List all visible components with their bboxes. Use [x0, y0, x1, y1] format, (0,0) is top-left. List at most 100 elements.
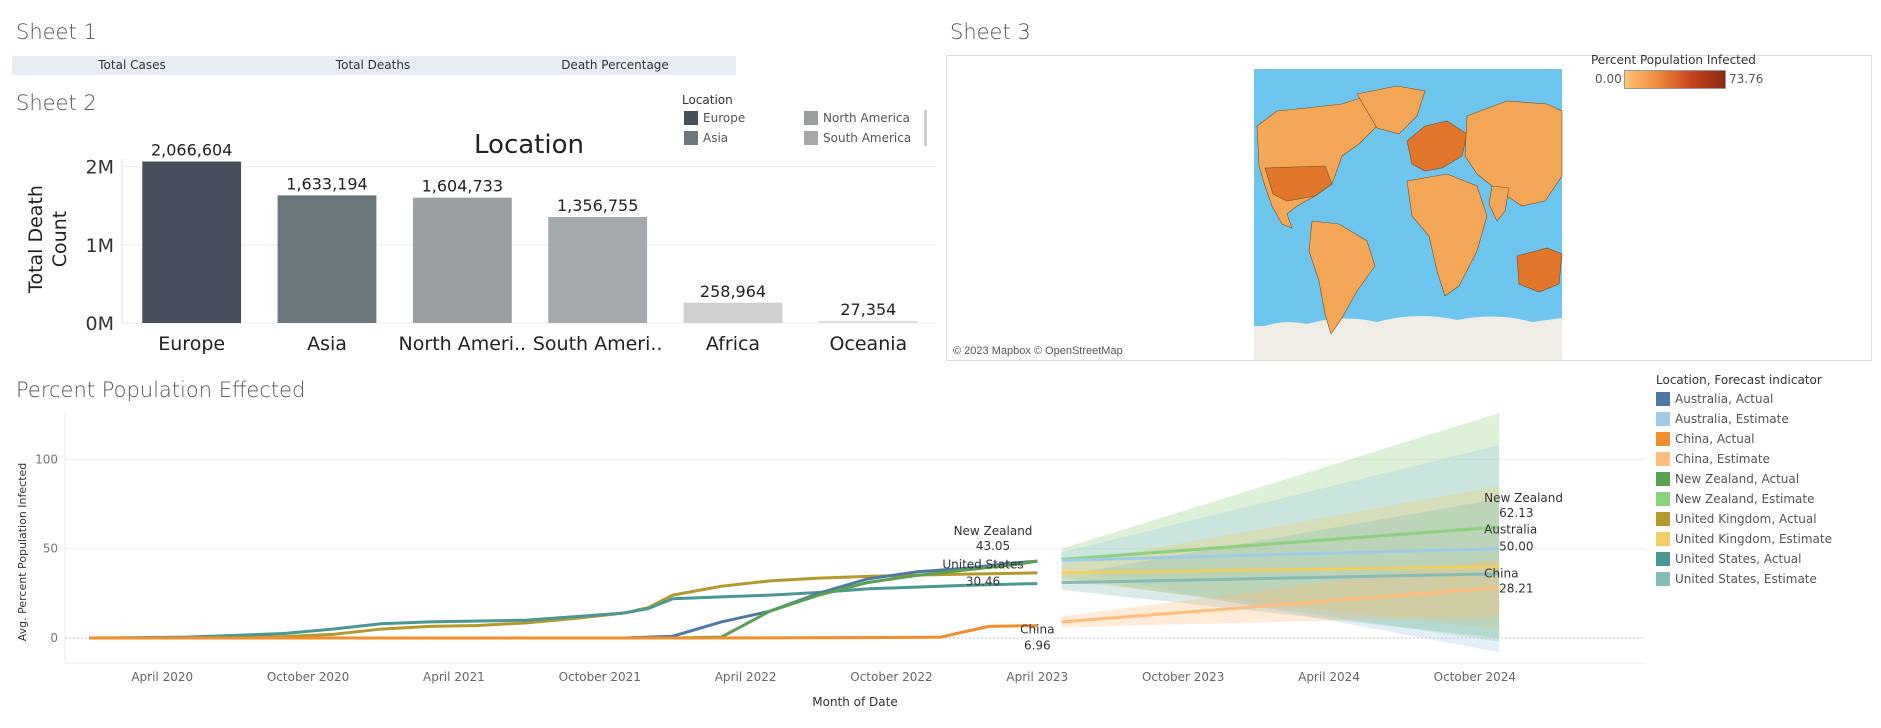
forecast-line-united-states[interactable] [1061, 572, 1500, 585]
bar-0[interactable] [142, 161, 242, 323]
line-chart-title: Percent Population Effected [16, 378, 306, 402]
total-cases-header[interactable]: Total Cases [98, 58, 166, 72]
line-x-axis-label: Month of Date [812, 695, 898, 709]
line-y-axis-label: Avg. Percent Population Infected [16, 463, 29, 642]
line-legend-item[interactable]: United Kingdom, Actual [1656, 512, 1832, 532]
line-data-label: Australia [1484, 523, 1537, 537]
bar-category-label: Europe [158, 333, 225, 355]
death-count-bar-chart: Location Total Death Count 0M 1M 2M 2,066,604 E… [25, 130, 936, 355]
line-legend-item[interactable]: New Zealand, Actual [1656, 472, 1832, 492]
line-legend-item[interactable]: Australia, Actual [1656, 392, 1832, 412]
actual-line-united-states[interactable] [89, 582, 1038, 640]
africa-land [1406, 173, 1488, 297]
map-scale-max: 73.76 [1729, 72, 1764, 86]
legend-swatch [1656, 532, 1670, 546]
line-legend-item[interactable]: China, Actual [1656, 432, 1832, 452]
bar-value-label: 258,964 [700, 282, 766, 301]
actual-line-new-zealand[interactable] [89, 559, 1038, 640]
bar-2[interactable] [412, 197, 512, 323]
line-data-label: New Zealand [954, 524, 1033, 538]
percent-population-line-chart: 0 50 100 April 2020 October 2020 April 2021 Oc… [16, 413, 1645, 709]
bar-category-label: Asia [307, 333, 347, 355]
line-legend-title: Location, Forecast indicator [1656, 373, 1822, 387]
line-x-tick-label: October 2023 [1142, 670, 1224, 684]
line-data-label: China [1020, 623, 1054, 637]
line-x-tick-label: October 2020 [267, 670, 349, 684]
total-deaths-header[interactable]: Total Deaths [335, 58, 411, 72]
line-legend: Location, Forecast indicator Australia, … [1656, 373, 1832, 592]
forecast-band-australia [1061, 445, 1500, 653]
legend-item-south-america[interactable]: South America [804, 131, 911, 145]
line-y-tick-label: 0 [50, 631, 58, 645]
map-color-scale [1624, 70, 1726, 89]
line-legend-item[interactable]: United States, Estimate [1656, 572, 1832, 592]
land-masses [1256, 85, 1563, 335]
legend-swatch [804, 131, 818, 145]
sheet2-legend-title: Location [682, 93, 733, 107]
legend-label: United States, Estimate [1675, 572, 1817, 586]
line-data-label: United States [942, 558, 1023, 572]
asia-land [1464, 100, 1563, 207]
legend-swatch [1656, 452, 1670, 466]
legend-swatch [1656, 472, 1670, 486]
legend-label: New Zealand, Estimate [1675, 492, 1815, 506]
bar-y-tick-label: 1M [86, 235, 114, 257]
line-legend-item[interactable]: United States, Actual [1656, 552, 1832, 572]
legend-label: Australia, Actual [1675, 392, 1774, 406]
line-x-tick-label: October 2021 [559, 670, 641, 684]
bar-5[interactable] [818, 320, 918, 323]
actual-line-united-kingdom[interactable] [89, 571, 1038, 640]
forecast-line-new-zealand[interactable] [1061, 525, 1500, 561]
australia-land [1516, 247, 1563, 293]
legend-item-europe[interactable]: Europe [684, 111, 745, 125]
line-legend-item[interactable]: New Zealand, Estimate [1656, 492, 1832, 512]
line-data-label: New Zealand [1484, 491, 1563, 505]
legend-label: North America [823, 111, 910, 125]
legend-label: Asia [703, 131, 729, 145]
legend-swatch [1656, 432, 1670, 446]
legend-swatch [1656, 572, 1670, 586]
bar-3[interactable] [548, 216, 648, 323]
legend-label: United Kingdom, Estimate [1675, 532, 1832, 546]
line-x-tick-label: April 2022 [715, 670, 777, 684]
legend-swatch [1656, 492, 1670, 506]
sheet3-title: Sheet 3 [950, 20, 1031, 44]
line-legend-item[interactable]: Australia, Estimate [1656, 412, 1832, 432]
forecast-line-united-kingdom[interactable] [1061, 565, 1500, 575]
bar-y-tick-label: 2M [86, 157, 114, 179]
actual-line-australia[interactable] [89, 559, 1038, 640]
line-legend-item[interactable]: China, Estimate [1656, 452, 1832, 472]
line-x-tick-label: April 2021 [423, 670, 485, 684]
legend-label: Europe [703, 111, 746, 125]
legend-label: Australia, Estimate [1675, 412, 1789, 426]
bar-category-label: South Ameri.. [533, 333, 663, 355]
bar-4[interactable] [683, 302, 783, 323]
bar-1[interactable] [277, 195, 377, 323]
legend-label: United States, Actual [1675, 552, 1802, 566]
line-data-value: 50.00 [1499, 540, 1533, 554]
legend-swatch [804, 111, 818, 125]
forecast-line-china[interactable] [1061, 586, 1500, 624]
legend-swatch [1656, 552, 1670, 566]
legend-item-north-america[interactable]: North America [804, 111, 910, 125]
line-data-value: 6.96 [1024, 639, 1051, 653]
bar-value-label: 1,604,733 [422, 177, 503, 196]
bar-category-label: Africa [706, 333, 760, 355]
legend-swatch [1656, 412, 1670, 426]
line-x-tick-label: April 2020 [131, 670, 193, 684]
bar-value-label: 1,633,194 [286, 174, 367, 193]
line-x-tick-label: April 2024 [1298, 670, 1360, 684]
legend-item-asia[interactable]: Asia [684, 131, 728, 145]
line-x-tick-label: October 2022 [850, 670, 932, 684]
europe-land [1406, 120, 1468, 172]
world-map[interactable] [947, 56, 1871, 360]
bar-y-axis-label: Count [49, 211, 71, 267]
death-percentage-header[interactable]: Death Percentage [561, 58, 669, 72]
line-legend-item[interactable]: United Kingdom, Estimate [1656, 532, 1832, 552]
line-x-tick-label: October 2024 [1434, 670, 1516, 684]
legend-label: China, Estimate [1675, 452, 1770, 466]
forecast-line-australia[interactable] [1061, 547, 1500, 562]
legend-scrollbar[interactable] [924, 110, 927, 146]
actual-line-china[interactable] [89, 624, 1038, 640]
map-attribution: © 2023 Mapbox © OpenStreetMap [953, 345, 1123, 357]
